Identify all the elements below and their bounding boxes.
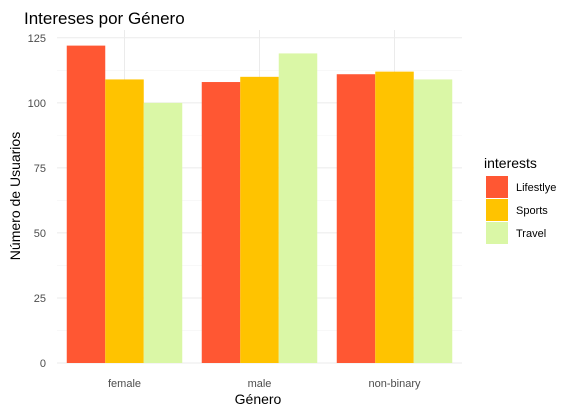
legend-key-travel [486,222,508,244]
bar-male-travel [278,53,318,363]
bar-male-lifestlye [201,82,241,363]
bar-non-binary-sports [375,71,414,363]
legend-key-sports [486,199,508,221]
x-tick-label: non-binary [369,378,421,390]
bar-female-sports [105,79,144,363]
legend-title: interests [484,155,537,171]
bar-non-binary-travel [413,79,453,363]
y-tick-label: 50 [34,228,46,240]
x-axis-title: Género [235,391,282,407]
x-tick-label: female [108,378,141,390]
y-tick-label: 125 [28,33,46,45]
legend-key-lifestlye [486,176,508,198]
bar-female-lifestlye [66,45,106,363]
y-tick-label: 100 [28,98,46,110]
bar-male-sports [240,76,279,363]
legend-label: Sports [516,205,548,217]
legend-label: Lifestlye [516,182,556,194]
y-tick-label: 25 [34,293,46,305]
x-tick-label: male [248,378,272,390]
y-tick-label: 75 [34,163,46,175]
legend-label: Travel [516,228,546,240]
bars [66,45,453,363]
chart-title: Intereses por Género [24,9,185,28]
bar-non-binary-lifestlye [336,74,376,363]
y-tick-label: 0 [40,358,46,370]
y-axis-ticks: 0 25 50 75 100 125 [28,33,46,370]
legend: interests Lifestlye Sports Travel [484,155,556,244]
x-axis-ticks: female male non-binary [108,378,421,390]
y-axis-title: Número de Usuarios [7,132,23,260]
bar-female-travel [143,102,183,363]
